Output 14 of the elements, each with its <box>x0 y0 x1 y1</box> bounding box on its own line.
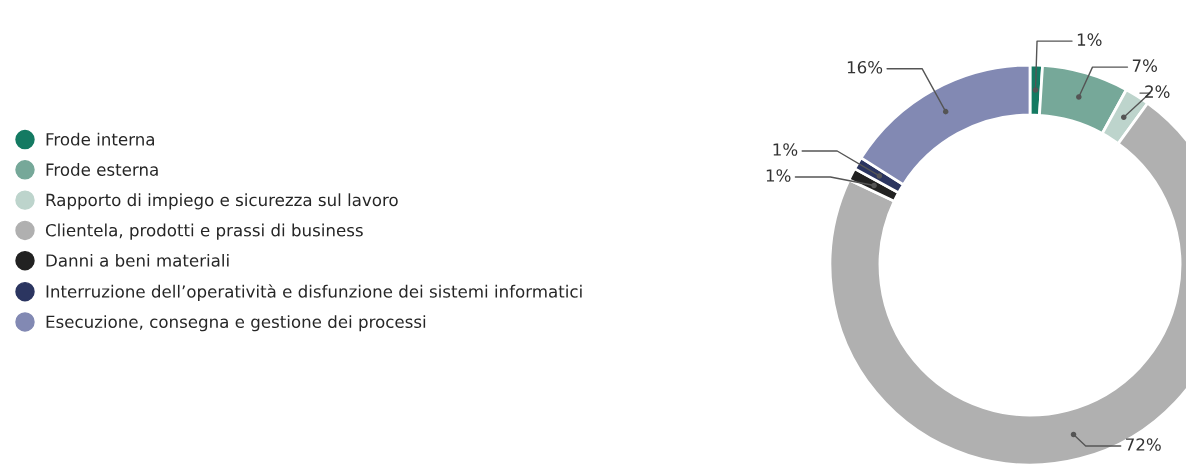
data-label: 16% <box>847 60 883 74</box>
data-label: 7% <box>1132 59 1158 72</box>
legend-label: Clientela, prodotti e prassi di business <box>45 223 363 240</box>
data-label: 72% <box>1126 438 1161 451</box>
data-label: 2% <box>1145 85 1170 98</box>
legend-label: Rapporto di impiego e sicurezza sul lavoro <box>46 193 398 210</box>
legend-label: Interruzione dell’operatività e disfunzione dei sistemi informatici <box>46 284 582 301</box>
legend-label: Frode esterna <box>46 163 158 176</box>
legend-label: Esecuzione, consegna e gestione dei processi <box>46 315 426 332</box>
legend-label: Frode interna <box>46 132 154 146</box>
data-label: 1% <box>773 143 798 156</box>
data-label: 1% <box>1077 33 1102 46</box>
legend-label: Danni a beni materiali <box>46 253 229 267</box>
data-label: 1% <box>766 169 791 182</box>
